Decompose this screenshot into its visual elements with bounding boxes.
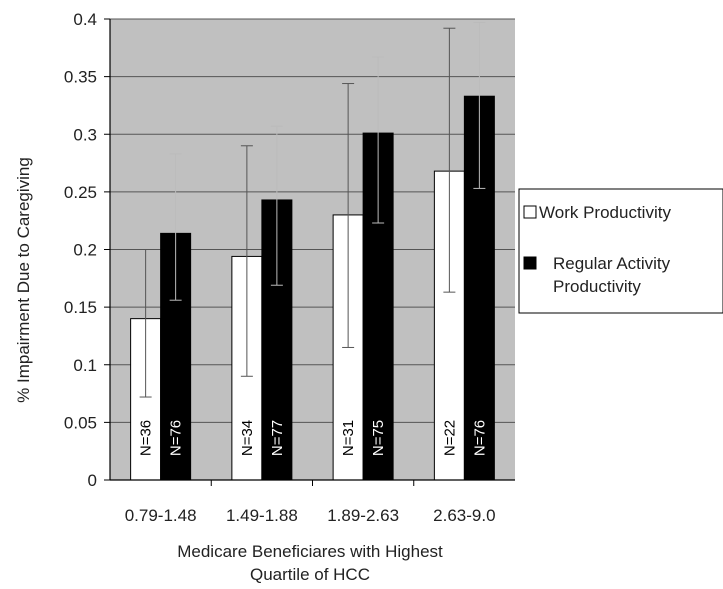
y-tick-label: 0.3 [73, 125, 97, 144]
legend-label-work-productivity: Work Productivity [539, 203, 671, 222]
bar-n-label: N=75 [370, 420, 387, 456]
x-tick-label: 0.79-1.48 [125, 506, 197, 525]
x-axis-ticks: 0.79-1.48 1.49-1.88 1.89-2.63 2.63-9.0 [125, 480, 496, 525]
bar-n-label: N=31 [340, 420, 357, 456]
bar-n-label: N=76 [168, 420, 185, 456]
bar-n-label: N=76 [471, 420, 488, 456]
legend-label-regular-activity-line-1: Regular Activity [553, 254, 671, 273]
bars: N=36 N=76 N=34 N=77 N=31 N=75 N=22 N=76 [130, 21, 495, 481]
axes [109, 19, 515, 481]
y-tick-label: 0.35 [64, 68, 97, 87]
bar-n-label: N=77 [269, 420, 286, 456]
y-axis-title: % Impairment Due to Caregiving [14, 157, 33, 403]
x-axis-title-line-2: Quartile of HCC [250, 565, 370, 584]
y-axis-ticks: 0 0.05 0.1 0.15 0.2 0.25 0.3 0.35 0.4 [64, 10, 110, 490]
legend-swatch-regular-activity-productivity [523, 256, 537, 270]
legend-box [518, 188, 723, 314]
x-axis-title-line-1: Medicare Beneficiares with Highest [177, 542, 443, 561]
y-tick-label: 0 [88, 471, 97, 490]
y-tick-label: 0.05 [64, 413, 97, 432]
legend-label-regular-activity-line-2: Productivity [553, 277, 641, 296]
legend: Work Productivity Regular Activity Produ… [518, 188, 723, 314]
bar-n-label: N=36 [138, 420, 155, 456]
y-tick-label: 0.4 [73, 10, 97, 29]
x-tick-label: 1.49-1.88 [226, 506, 298, 525]
y-tick-label: 0.25 [64, 183, 97, 202]
x-tick-label: 1.89-2.63 [327, 506, 399, 525]
bar-n-label: N=34 [239, 420, 256, 456]
x-tick-label: 2.63-9.0 [433, 506, 495, 525]
y-tick-label: 0.1 [73, 356, 97, 375]
y-tick-label: 0.15 [64, 298, 97, 317]
y-tick-label: 0.2 [73, 241, 97, 260]
legend-swatch-work-productivity [523, 205, 537, 219]
bar-n-label: N=22 [441, 420, 458, 456]
